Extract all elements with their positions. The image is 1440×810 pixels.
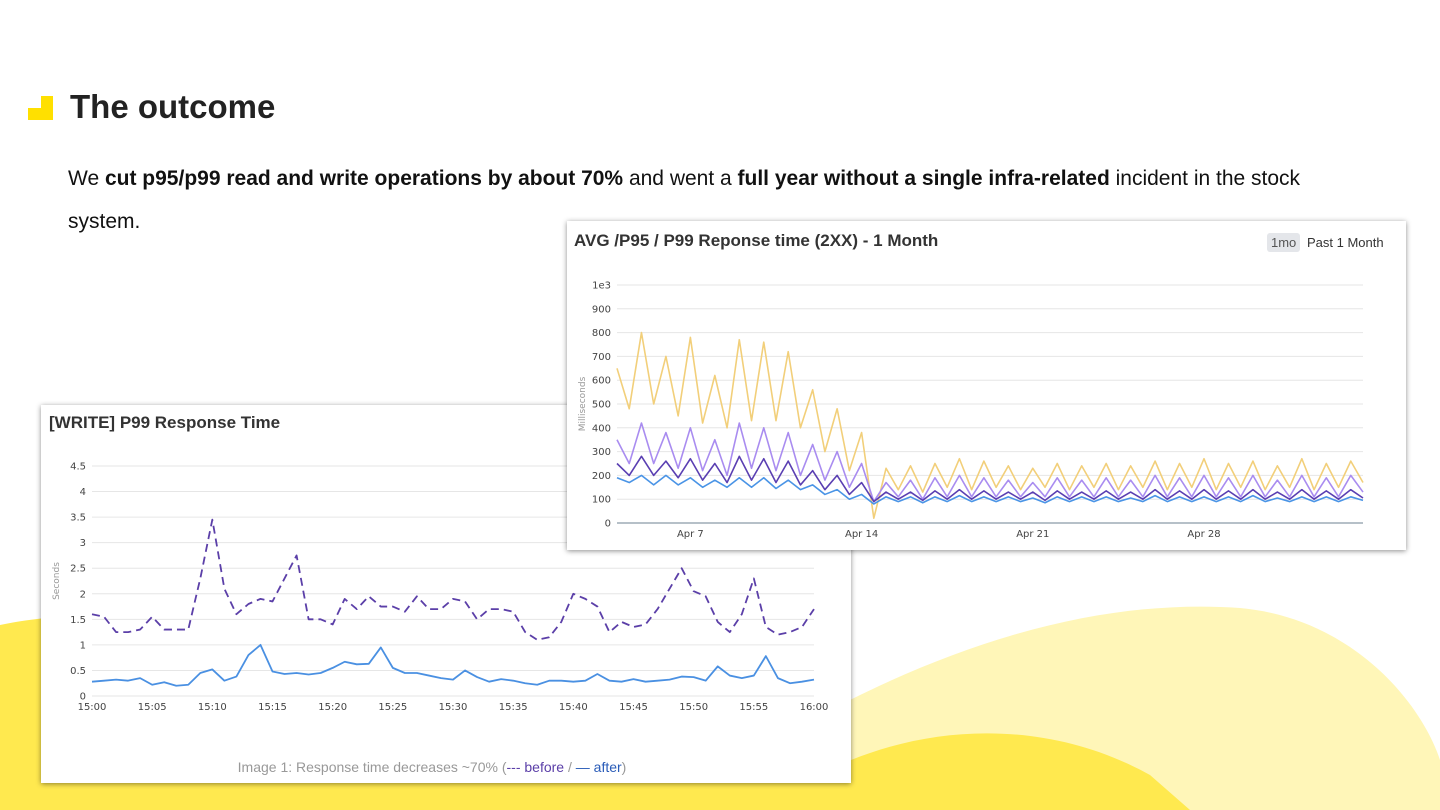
paragraph: We cut p95/p99 read and write operations… [68, 157, 1318, 243]
month-chart-panel: 0 100 200 300 400 500 600 700 800 900 1e3 Milliseco… [567, 221, 1406, 550]
series-line [91, 518, 815, 641]
y-tick-label: 700 [592, 352, 611, 363]
series-line [91, 643, 815, 687]
text-run: full year without a single infra-related [737, 167, 1110, 190]
y-tick-label: 0 [605, 519, 611, 530]
x-tick-label: 15:40 [559, 702, 588, 713]
caption-after: — after [575, 759, 622, 775]
x-tick-label: 15:00 [78, 702, 107, 713]
range-badge[interactable]: 1mo [1267, 233, 1301, 252]
y-tick-label: 100 [592, 495, 611, 506]
write-chart-panel: 0 0.5 1 1.5 2 2.5 3 3.5 4 4.5 Seconds 15:00 15:05 15:… [41, 405, 851, 783]
caption: Image 1: Response time decreases ~70% (-… [41, 759, 823, 775]
y-tick-label: 3 [80, 538, 86, 549]
x-tick-label: 15:20 [318, 702, 347, 713]
series-line [616, 422, 1364, 503]
y-axis-label: Seconds [52, 562, 62, 600]
chart: 0 100 200 300 400 500 600 700 800 900 1e3 Milliseco… [578, 281, 1364, 540]
x-tick-label: 16:00 [800, 702, 829, 713]
y-tick-label: 3.5 [70, 513, 86, 524]
y-tick-label: 900 [592, 304, 611, 315]
text-run: We [68, 167, 105, 190]
caption-close: ) [621, 759, 627, 775]
x-tick-label: 15:45 [619, 702, 648, 713]
x-tick-label: 15:50 [679, 702, 708, 713]
x-tick-label: 15:15 [258, 702, 287, 713]
x-tick-label: 15:10 [198, 702, 227, 713]
chart-title: AVG /P95 / P99 Reponse time (2XX) - 1 Mo… [574, 231, 939, 250]
y-tick-label: 800 [592, 328, 611, 339]
y-tick-label: 2.5 [70, 564, 86, 575]
text-run: incident in the stock system. [68, 167, 1301, 233]
x-tick-label: 15:05 [138, 702, 167, 713]
chart: 0 0.5 1 1.5 2 2.5 3 3.5 4 4.5 Seconds 15:00 15:05 15:… [52, 462, 829, 714]
y-tick-label: 600 [592, 376, 611, 387]
y-tick-label: 0.5 [70, 666, 86, 677]
x-tick-label: 15:35 [499, 702, 528, 713]
y-tick-label: 4.5 [70, 462, 86, 473]
y-tick-label: 1.5 [70, 615, 86, 626]
x-tick-label: Apr 7 [677, 529, 704, 540]
x-tick-label: 15:30 [439, 702, 468, 713]
text-run: and went a [623, 167, 738, 190]
y-tick-label: 200 [592, 471, 611, 482]
caption-text: Image 1: Response time decreases ~70% ( [237, 759, 507, 775]
y-tick-label: 1 [80, 640, 86, 651]
text-run: cut p95/p99 read and write operations by… [104, 167, 624, 190]
range-label[interactable]: Past 1 Month [1307, 235, 1384, 250]
y-axis-label: Milliseconds [578, 376, 588, 431]
series-line [616, 474, 1364, 505]
y-tick-label: 4 [80, 487, 86, 498]
y-tick-label: 400 [592, 423, 611, 434]
x-tick-label: Apr 14 [845, 529, 878, 540]
chart-title: [WRITE] P99 Response Time [49, 413, 281, 432]
x-tick-label: 15:25 [378, 702, 407, 713]
x-tick-label: 15:55 [739, 702, 768, 713]
series-line [616, 455, 1364, 503]
caption-separator: / [564, 759, 576, 775]
caption-before: --- before [506, 759, 565, 775]
series-line [616, 331, 1364, 520]
x-tick-label: Apr 21 [1016, 529, 1049, 540]
slide-title: The outcome [70, 88, 276, 125]
y-tick-label: 2 [80, 589, 86, 600]
y-tick-label: 1e3 [592, 281, 611, 292]
y-tick-label: 300 [592, 447, 611, 458]
title-icon [41, 96, 53, 120]
y-tick-label: 0 [80, 692, 86, 703]
y-tick-label: 500 [592, 400, 611, 411]
x-tick-label: Apr 28 [1187, 529, 1220, 540]
